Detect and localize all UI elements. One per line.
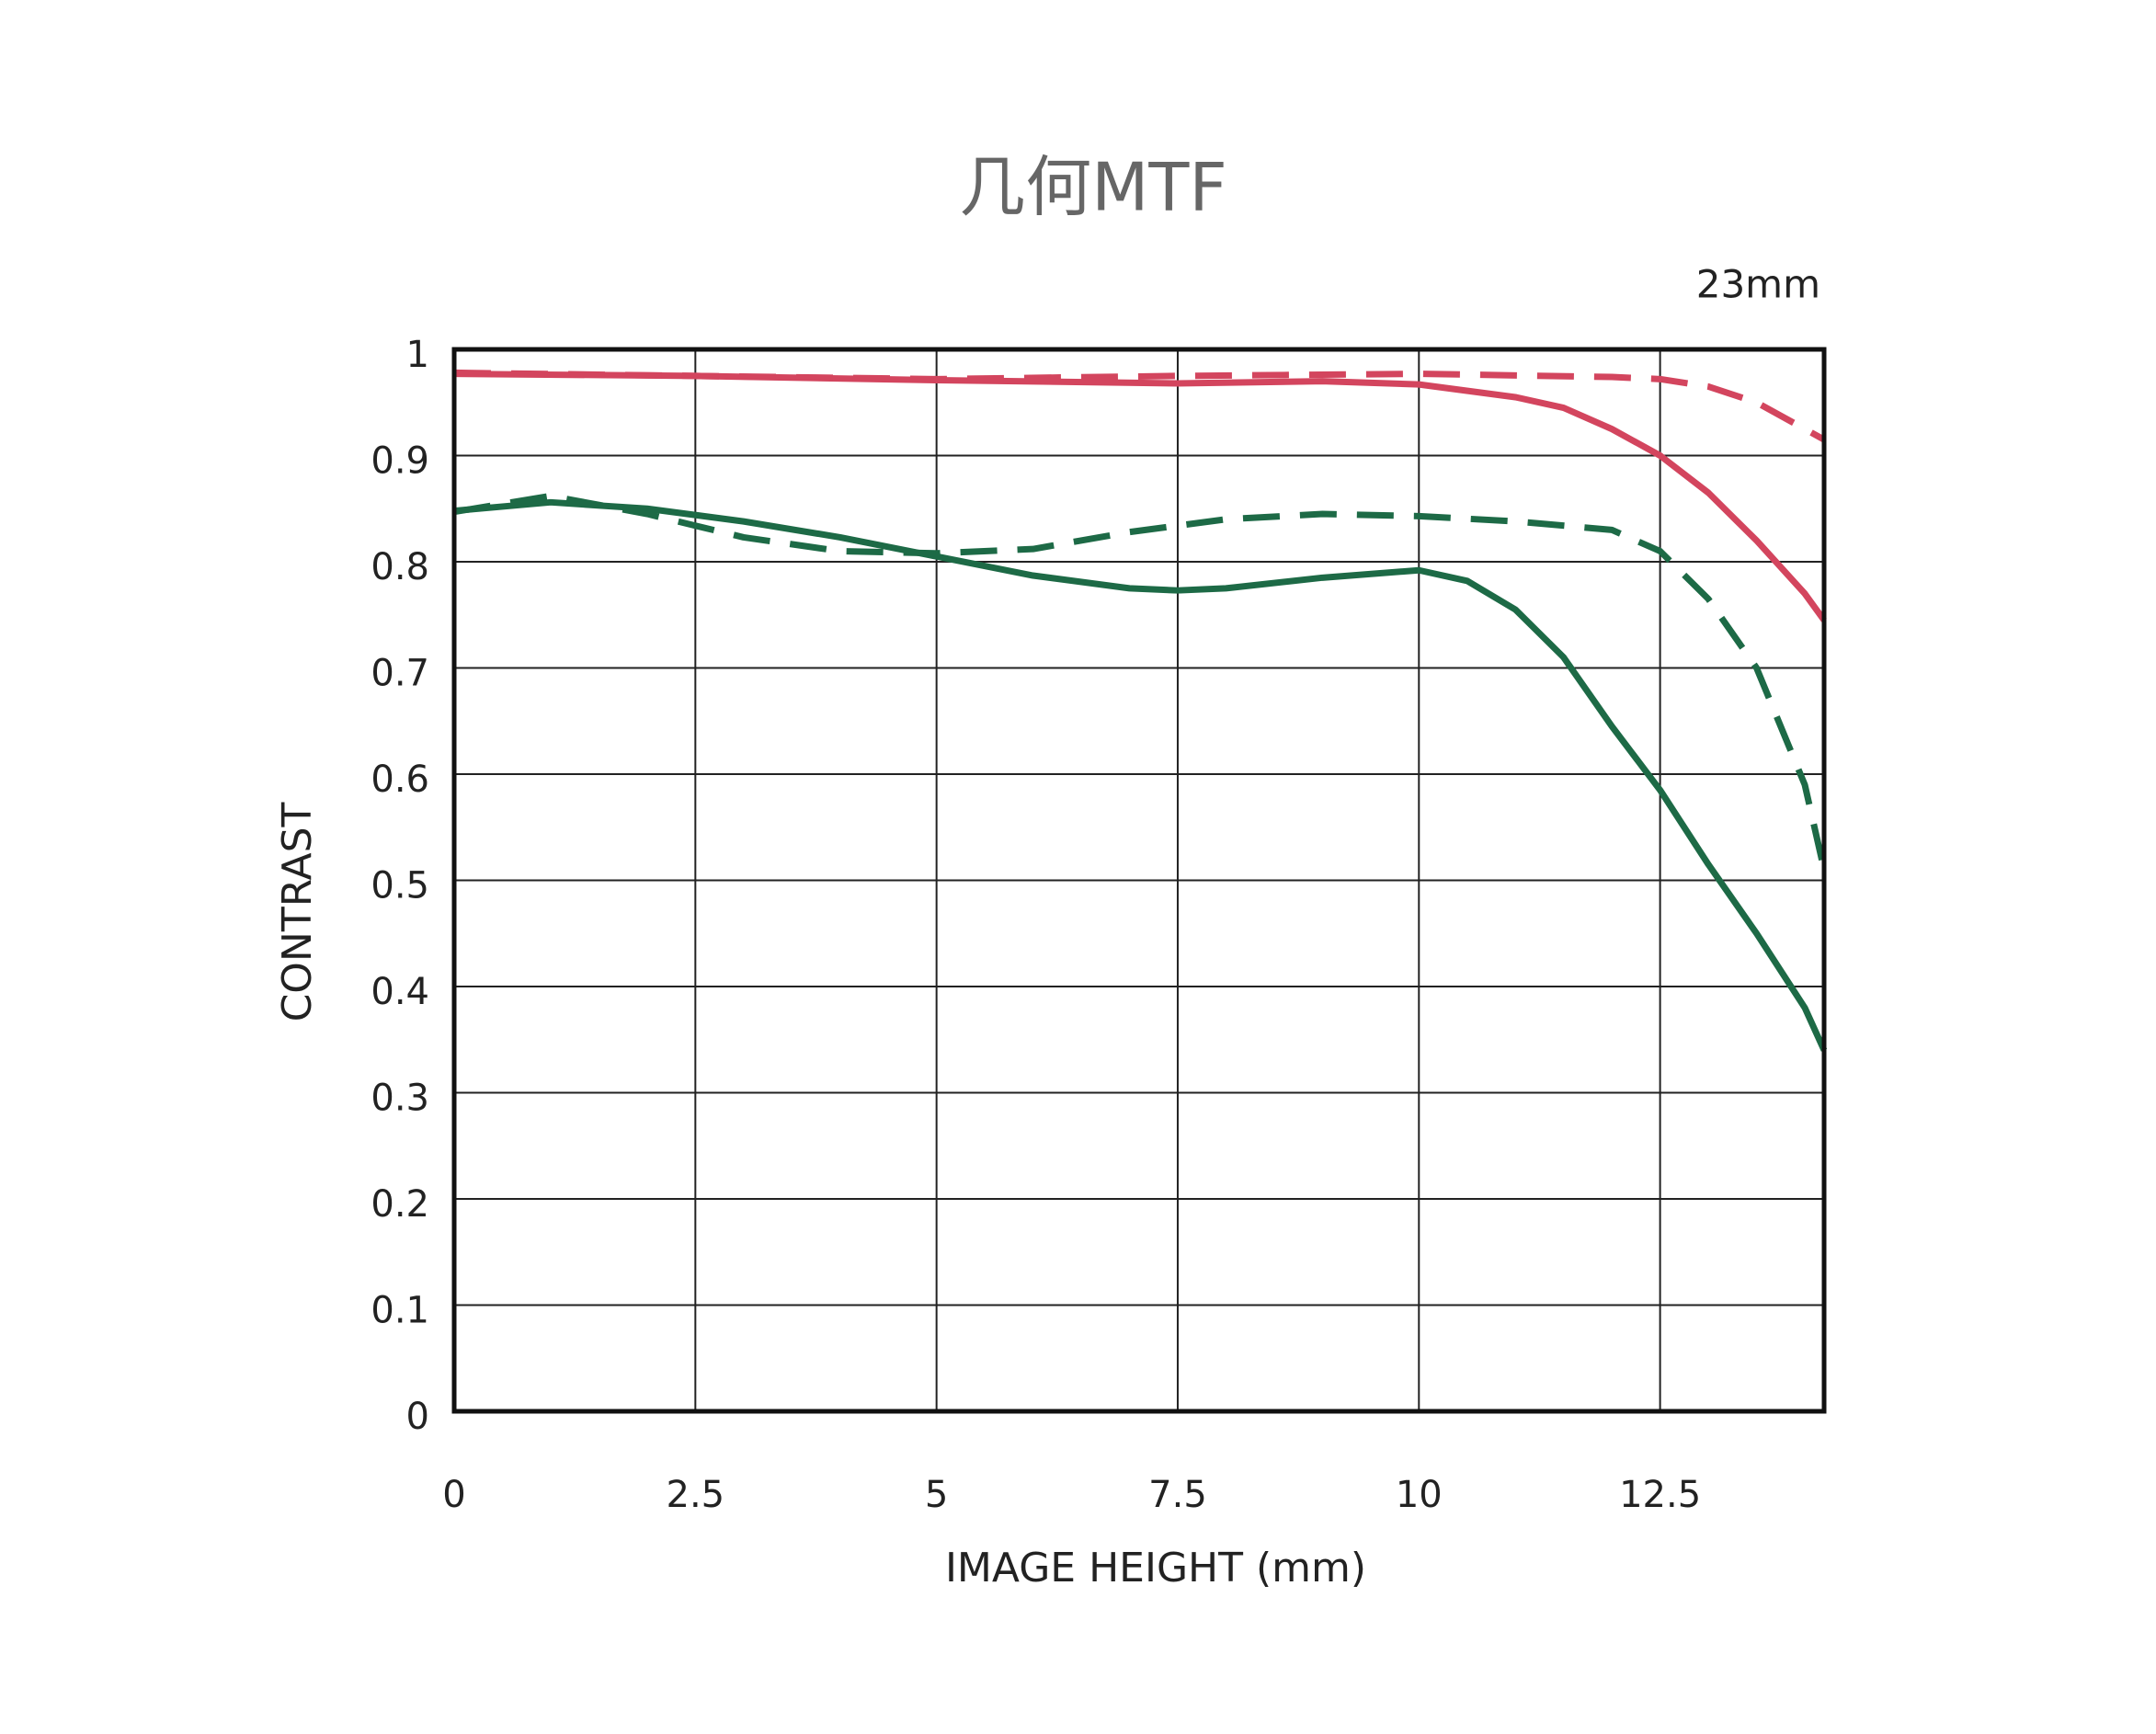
y-tick-label: 0.2 [371,1183,429,1226]
y-tick-label: 0 [406,1396,429,1438]
x-tick-label: 2.5 [667,1474,725,1516]
y-tick-label: 0.5 [371,865,429,907]
y-tick-label: 0.7 [371,653,429,695]
x-axis-label: IMAGE HEIGHT (mm) [945,1545,1366,1591]
chart-title: 几何MTF [959,149,1227,226]
y-tick-label: 0.6 [371,759,429,801]
mtf-line [453,492,1828,871]
mtf-line [453,369,1826,443]
y-tick-label: 0.9 [371,440,429,483]
mtf-line [453,498,1828,1052]
y-tick-label: 0.1 [371,1290,429,1332]
lines [453,369,1828,1052]
y-tick-label: 0.4 [371,971,429,1013]
mtf-line [453,371,1827,622]
y-axis-label: CONTRAST [274,802,321,1021]
y-tick-label: 0.8 [371,546,429,588]
annotation: 23mm [1696,262,1820,307]
x-tick-label: 10 [1396,1474,1443,1516]
plot-frame [451,347,1827,1414]
x-tick-label: 0 [442,1474,465,1516]
x-tick-label: 7.5 [1148,1474,1207,1516]
y-tick-label: 0.3 [371,1078,429,1120]
x-tick-label: 5 [925,1474,948,1516]
x-tick-label: 12.5 [1619,1474,1701,1516]
y-tick-label: 1 [406,334,429,376]
